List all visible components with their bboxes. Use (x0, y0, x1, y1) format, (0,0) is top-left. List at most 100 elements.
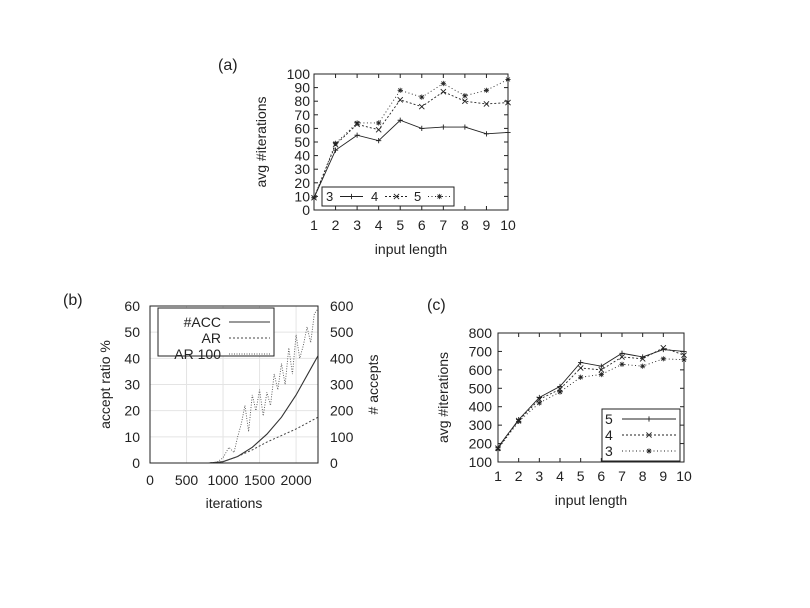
y-tick-label: 600 (469, 362, 493, 378)
data-point (461, 98, 468, 105)
data-point (440, 124, 446, 130)
x-tick-label: 9 (483, 217, 491, 233)
data-point (354, 120, 360, 126)
series-line-4 (313, 91, 509, 198)
panel-label-b: (b) (63, 292, 83, 309)
x-tick-label: 500 (175, 472, 199, 488)
legend-box (321, 186, 455, 207)
legend-box (601, 408, 681, 462)
x-tick-label: 2 (515, 468, 523, 484)
legend-label: 5 (414, 189, 421, 204)
y2-tick-label: 200 (330, 403, 354, 419)
data-point (418, 103, 425, 110)
y-tick-label: 30 (124, 377, 140, 393)
data-point (419, 94, 425, 100)
x-tick-label: 6 (597, 468, 605, 484)
x-tick-label: 10 (676, 468, 692, 484)
data-point (483, 131, 490, 137)
legend-label: 5 (605, 411, 613, 427)
x-tick-label: 1500 (244, 472, 275, 488)
y-tick-label: 800 (469, 325, 493, 341)
y-axis-label: avg #iterations (253, 96, 269, 187)
x-tick-label: 3 (535, 468, 543, 484)
data-point (376, 138, 382, 144)
x-tick-label: 8 (639, 468, 647, 484)
y2-tick-label: 400 (330, 350, 354, 366)
y-tick-label: 90 (294, 80, 310, 96)
data-point (598, 366, 605, 373)
series-line-5 (497, 349, 685, 448)
data-point (462, 93, 468, 99)
series-line-4 (497, 347, 685, 449)
data-point (536, 400, 542, 406)
x-tick-label: 1000 (207, 472, 238, 488)
data-point (397, 117, 403, 123)
data-point (577, 365, 584, 371)
legend-marker (646, 416, 652, 422)
x-tick-label: 3 (353, 217, 361, 233)
data-point (397, 96, 404, 103)
data-point (440, 80, 446, 87)
series-line-5 (313, 79, 509, 198)
x-tick-label: 2 (332, 217, 340, 233)
panel-label-c: (c) (427, 297, 446, 314)
legend-label: 4 (371, 189, 378, 204)
y-tick-label: 40 (294, 148, 310, 164)
legend-marker (436, 193, 443, 200)
legend-marker (646, 432, 652, 438)
y2-tick-label: 600 (330, 298, 354, 314)
y-tick-label: 500 (469, 380, 493, 396)
data-point (419, 125, 425, 131)
data-point (505, 99, 511, 106)
data-point (483, 101, 490, 107)
y-tick-label: 200 (469, 436, 493, 452)
data-point (516, 418, 522, 425)
x-axis-label: input length (375, 241, 447, 257)
y-tick-label: 0 (132, 455, 140, 471)
legend-label: 3 (326, 189, 333, 204)
data-point (354, 132, 360, 138)
data-point (598, 371, 604, 378)
legend-label: #ACC (184, 314, 221, 330)
y-tick-label: 60 (294, 120, 310, 136)
legend-marker (348, 193, 355, 200)
legend-box (157, 307, 275, 357)
series-line-AR (150, 416, 319, 464)
x-axis-label: iterations (206, 495, 263, 511)
y-tick-label: 10 (294, 188, 310, 204)
series-line-3 (313, 119, 509, 198)
y2-tick-label: 300 (330, 377, 354, 393)
data-point (619, 354, 625, 360)
y2-tick-label: 100 (330, 429, 354, 445)
data-point (660, 344, 667, 351)
y-axis-label: avg #iterations (435, 352, 451, 443)
x-tick-label: 7 (439, 217, 447, 233)
y2-axis-label: # accepts (365, 355, 381, 415)
data-point (598, 363, 604, 369)
y-axis-label: accept ratio % (97, 340, 113, 429)
y-tick-label: 700 (469, 343, 493, 359)
x-tick-label: 5 (396, 217, 404, 233)
x-tick-label: 4 (375, 217, 383, 233)
legend-label: AR 100 (174, 346, 221, 362)
x-tick-label: 0 (146, 472, 154, 488)
x-tick-label: 1 (494, 468, 502, 484)
plot-frame (497, 332, 685, 463)
x-tick-label: 4 (556, 468, 564, 484)
x-tick-label: 6 (418, 217, 426, 233)
y-tick-label: 20 (124, 403, 140, 419)
data-point (462, 124, 468, 130)
data-point (578, 374, 584, 380)
data-point (505, 76, 511, 83)
data-point (332, 147, 339, 153)
data-point (376, 120, 382, 126)
data-point (640, 363, 646, 369)
legend-marker (646, 448, 652, 454)
data-point (681, 348, 687, 355)
data-point (397, 87, 403, 93)
legend-marker (393, 193, 400, 200)
x-tick-label: 2000 (281, 472, 312, 488)
